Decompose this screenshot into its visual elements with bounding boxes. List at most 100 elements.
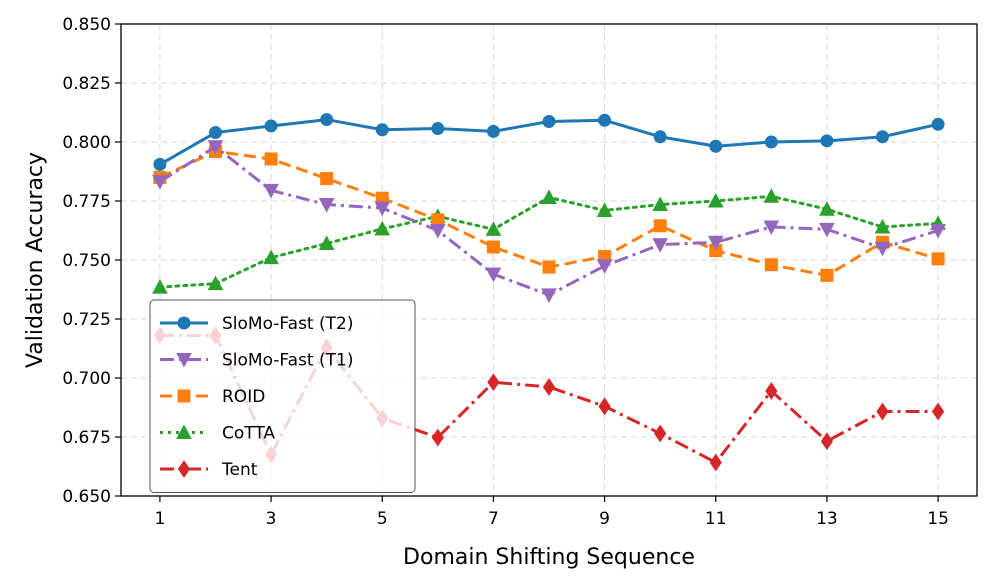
legend: SloMo-Fast (T2) SloMo-Fast (T1) ROID CoTTA T…	[149, 299, 416, 493]
data-point-marker	[318, 198, 335, 213]
legend-item: CoTTA	[160, 424, 275, 444]
x-axis-title: Domain Shifting Sequence	[403, 545, 695, 570]
data-point-marker	[153, 157, 167, 171]
legend-label: SloMo-Fast (T2)	[222, 314, 353, 334]
data-point-marker	[541, 288, 557, 303]
legend-marker	[176, 424, 192, 439]
data-point-marker	[320, 172, 334, 186]
data-point-marker	[707, 192, 724, 208]
data-point-marker	[318, 235, 335, 250]
data-point-marker	[208, 126, 222, 140]
legend-marker	[177, 316, 191, 330]
legend-label: SloMo-Fast (T1)	[222, 351, 353, 371]
data-point-marker	[596, 259, 613, 274]
data-point-marker	[765, 382, 778, 400]
data-point-marker	[931, 117, 945, 131]
data-point-marker	[874, 218, 891, 234]
x-tick-label: 3	[266, 509, 277, 529]
data-point-marker	[930, 224, 946, 239]
data-point-marker	[764, 135, 778, 149]
y-tick-label: 0.750	[62, 251, 111, 271]
x-tick-label: 1	[154, 509, 165, 529]
data-point-marker	[263, 183, 279, 199]
data-point-marker	[264, 119, 278, 133]
y-tick-label: 0.800	[62, 133, 111, 153]
data-point-marker	[542, 114, 556, 128]
legend-box	[149, 299, 416, 493]
legend-label: CoTTA	[222, 424, 275, 444]
plot-frame	[120, 23, 978, 497]
data-point-marker	[431, 122, 445, 136]
data-point-marker	[763, 220, 780, 236]
legend-item: Tent	[160, 460, 258, 480]
data-point-marker	[763, 188, 780, 203]
x-tick-label: 9	[599, 509, 610, 529]
legend-marker	[177, 389, 191, 403]
y-tick-label: 0.850	[62, 15, 111, 35]
data-point-marker	[820, 432, 834, 451]
y-axis-title: Validation Accuracy	[23, 152, 48, 368]
legend-marker	[177, 460, 191, 478]
x-axis-ticks: 1 3 5 7 9 11 13 15	[154, 496, 949, 529]
data-point-marker	[264, 152, 278, 166]
data-point-marker	[263, 249, 279, 265]
data-point-marker	[709, 453, 722, 472]
data-point-marker	[485, 267, 502, 283]
data-point-marker	[598, 397, 611, 416]
x-tick-label: 15	[927, 509, 949, 529]
legend-item: SloMo-Fast (T1)	[160, 351, 353, 371]
legend-item: ROID	[160, 387, 265, 407]
data-point-marker	[541, 189, 557, 204]
data-point-marker	[652, 196, 669, 212]
data-point-marker	[374, 220, 391, 236]
data-point-marker	[542, 378, 556, 396]
y-tick-label: 0.725	[62, 310, 111, 330]
data-point-marker	[931, 402, 945, 421]
data-point-marker	[820, 268, 834, 282]
data-point-marker	[598, 113, 612, 127]
data-point-marker	[874, 241, 891, 257]
data-point-marker	[152, 175, 168, 190]
data-point-marker	[374, 201, 391, 217]
legend-marker	[176, 353, 192, 368]
data-point-marker	[486, 124, 500, 138]
data-point-marker	[207, 140, 224, 155]
data-point-marker	[820, 134, 834, 148]
legend-label: Tent	[221, 460, 258, 480]
data-point-marker	[652, 238, 669, 253]
data-point-marker	[375, 123, 389, 137]
series-cotta	[152, 188, 946, 294]
y-tick-label: 0.700	[62, 369, 111, 389]
data-point-marker	[653, 130, 667, 144]
series-slomo-fast-t1	[152, 140, 946, 303]
data-point-marker	[819, 222, 835, 238]
data-point-marker	[876, 402, 889, 421]
y-tick-label: 0.650	[62, 487, 111, 507]
data-point-marker	[486, 240, 500, 254]
series-slomo-fast-t2	[153, 113, 945, 171]
data-point-marker	[152, 279, 168, 294]
data-point-marker	[931, 252, 945, 266]
data-point-marker	[653, 219, 667, 233]
data-point-marker	[707, 235, 724, 251]
data-point-marker	[320, 113, 334, 127]
data-point-marker	[542, 260, 556, 274]
y-tick-label: 0.775	[62, 192, 111, 212]
data-point-marker	[654, 424, 667, 443]
x-tick-label: 11	[705, 509, 727, 529]
y-axis-ticks: 0.650 0.675 0.700 0.725 0.750 0.775 0.800 0.825…	[62, 15, 121, 507]
data-point-marker	[876, 130, 890, 144]
data-point-marker	[431, 428, 444, 447]
data-point-marker	[709, 139, 723, 153]
data-point-marker	[487, 373, 500, 392]
x-tick-label: 7	[488, 509, 499, 529]
x-tick-label: 13	[816, 509, 838, 529]
data-point-marker	[764, 258, 778, 272]
data-point-marker	[429, 224, 446, 239]
data-point-marker	[596, 202, 613, 217]
legend-item: SloMo-Fast (T2)	[160, 314, 353, 334]
y-tick-label: 0.825	[62, 74, 111, 94]
legend-label: ROID	[222, 387, 265, 407]
y-tick-label: 0.675	[62, 428, 111, 448]
